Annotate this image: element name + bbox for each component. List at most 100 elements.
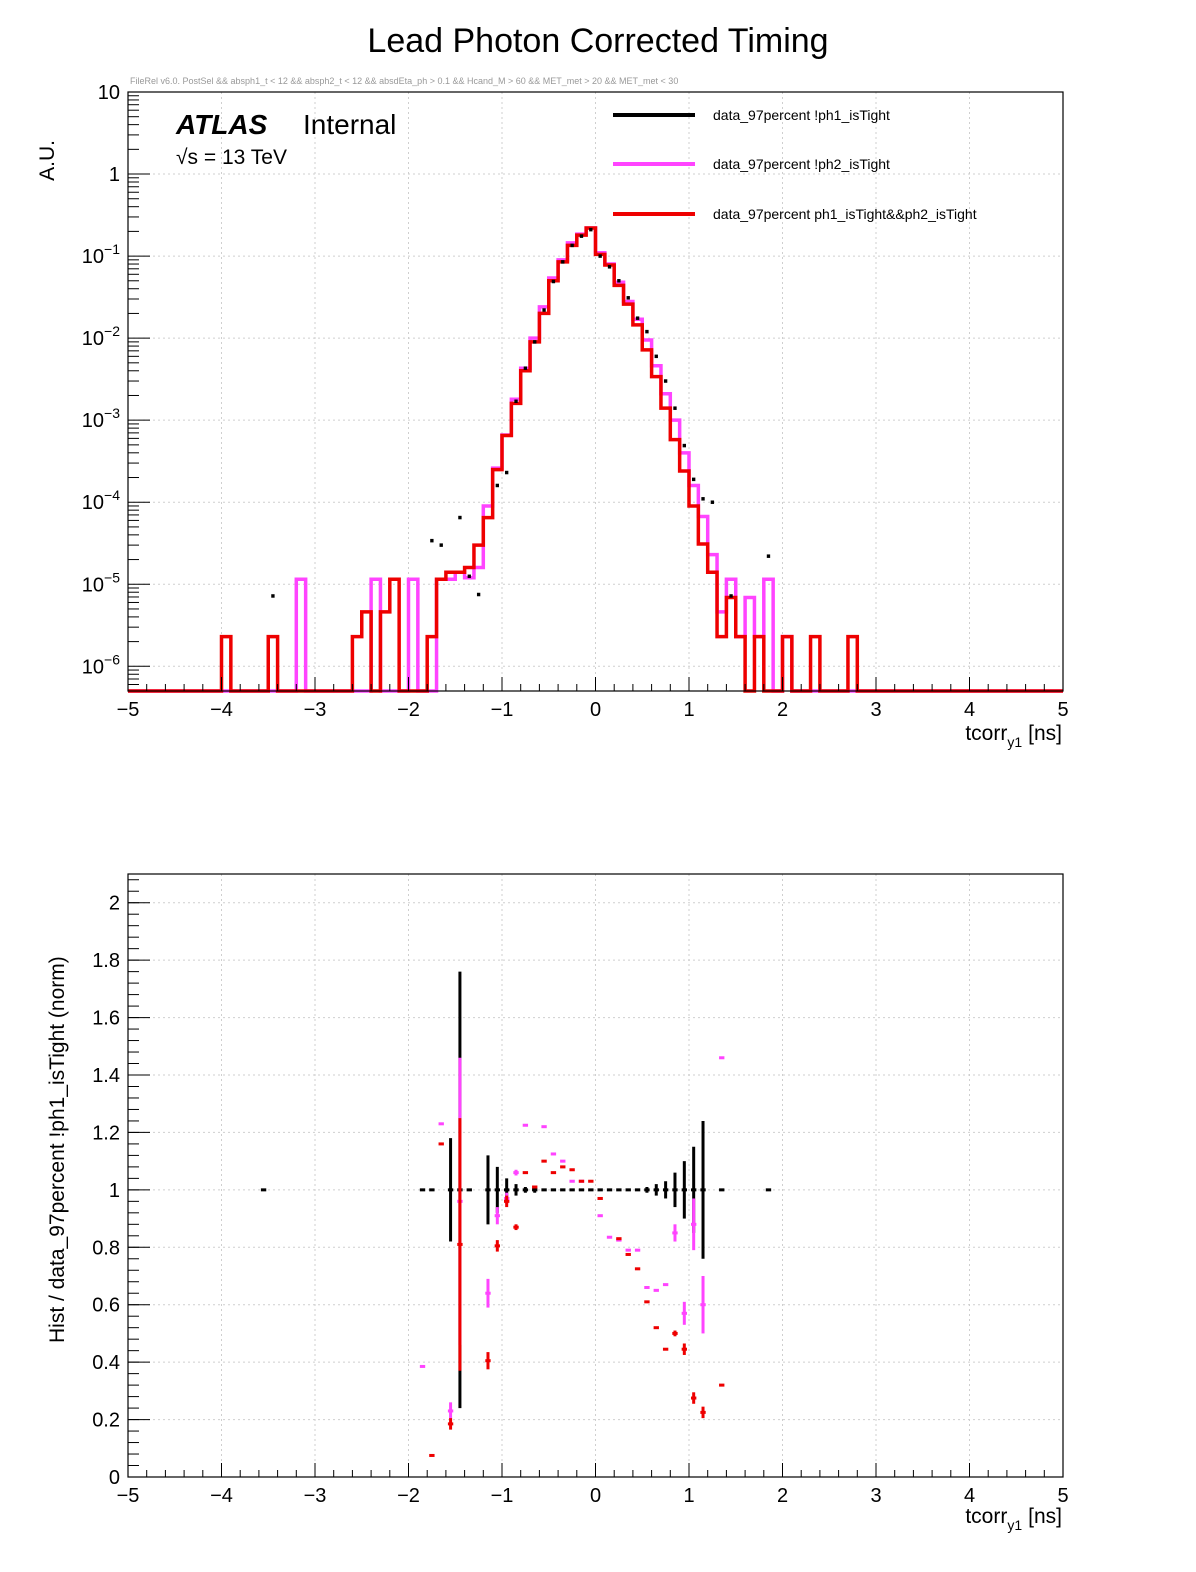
top-axes: −5 −4 −3 −2 −1 0 1 2 3 4 510−610−510−410−310−210−1…: [82, 82, 1069, 721]
top-ytick-base: 10: [82, 656, 104, 678]
top-ytick-label: 10−6: [82, 651, 120, 678]
top-xtick-label: 4: [964, 699, 975, 721]
bottom-ytick-label: 0.8: [92, 1237, 120, 1259]
top-ytick-base: 1: [109, 164, 120, 186]
top-ytick-label: 1: [109, 164, 120, 186]
top-ytick-label: 10−1: [82, 241, 120, 268]
bottom-xtick-label: −5: [117, 1485, 140, 1507]
top-ytick-base: 10: [82, 574, 104, 596]
bottom-ytick-label: 0: [109, 1467, 120, 1489]
ratio-point-red: [672, 1330, 678, 1337]
ratio-point-red: [494, 1240, 500, 1252]
bottom-xtick-label: 5: [1057, 1485, 1068, 1507]
bottom-ytick-label: 0.6: [92, 1295, 120, 1317]
top-xtick-label: −3: [304, 699, 327, 721]
ratio-point-black: [681, 1161, 687, 1219]
top-xlabel-unit: [ns]: [1028, 722, 1062, 745]
top-ytick-exp: −5: [104, 569, 120, 585]
top-ytick-base: 10: [98, 82, 120, 104]
top-xtick-label: 3: [870, 699, 881, 721]
bottom-xtick-label: 1: [683, 1485, 694, 1507]
ratio-point-black: [700, 1120, 706, 1259]
legend-entry-red: data_97percent ph1_isTight&&ph2_isTight: [713, 206, 977, 222]
top-ytick-label: 10−3: [82, 405, 120, 432]
top-xtick-label: −2: [397, 699, 420, 721]
ratio-point-black: [672, 1172, 678, 1208]
bottom-xtick-label: −1: [491, 1485, 514, 1507]
ratio-point-red: [504, 1195, 510, 1208]
legend-entry-black: data_97percent !ph1_isTight: [713, 107, 890, 123]
atlas-status: Internal: [303, 109, 396, 140]
ratio-point-magenta: [681, 1301, 687, 1325]
top-ytick-label: 10−5: [82, 569, 120, 596]
ratio-point-red: [457, 1118, 463, 1371]
ratio-point-magenta: [494, 1207, 500, 1225]
ratio-point-magenta: [700, 1276, 706, 1334]
top-xtick-label: 1: [683, 699, 694, 721]
ratio-point-red: [691, 1392, 697, 1404]
top-ytick-label: 10−4: [82, 487, 120, 514]
energy-label: √s = 13 TeV: [176, 146, 287, 169]
top-ytick-exp: −4: [104, 487, 120, 503]
ratio-point-magenta: [447, 1402, 454, 1420]
top-ytick-base: 10: [82, 410, 104, 432]
bottom-panel: −5 −4 −3 −2 −1 0 1 2 3 4 5 0 0.2 0.4 0.6 0.8 1 1.2 1.4 1.6 1…: [46, 873, 1069, 1533]
ratio-point-black: [653, 1184, 659, 1196]
ratio-point-red: [485, 1352, 491, 1370]
bottom-ytick-label: 0.2: [92, 1410, 120, 1432]
top-grid: [127, 91, 1064, 691]
top-ytick-exp: −2: [104, 323, 120, 339]
bottom-xtick-label: 4: [964, 1485, 975, 1507]
top-xtick-label: 5: [1057, 699, 1068, 721]
bottom-ytick-label: 2: [109, 893, 120, 915]
bottom-xtick-label: −2: [397, 1485, 420, 1507]
top-xtick-label: −5: [117, 699, 140, 721]
bottom-axes: −5 −4 −3 −2 −1 0 1 2 3 4 5 0 0.2 0.4 0.6 0.8 1 1.2 1.4 1.6 1…: [92, 879, 1069, 1507]
ratio-point-magenta: [691, 1198, 697, 1251]
bottom-ytick-label: 1.8: [92, 950, 120, 972]
bottom-ylabel: Hist / data_97percent !ph1_isTight (norm…: [46, 956, 69, 1343]
legend-entry-magenta: data_97percent !ph2_isTight: [713, 156, 890, 172]
ratio-point-magenta: [513, 1169, 519, 1176]
top-ytick-exp: −3: [104, 405, 120, 421]
top-ytick-base: 10: [82, 328, 104, 350]
bottom-xlabel-sub: y1: [1007, 1517, 1022, 1533]
top-frame: [127, 91, 1064, 692]
ratio-point-red: [447, 1418, 454, 1430]
top-ytick-base: 10: [82, 492, 104, 514]
ratio-point-red: [681, 1343, 687, 1355]
bottom-xtick-label: −3: [304, 1485, 327, 1507]
top-xlabel: tcorry1 [ns]: [965, 722, 1062, 750]
ratio-point-black: [644, 1186, 650, 1193]
bottom-xtick-label: −4: [210, 1485, 233, 1507]
top-ylabel: A.U.: [36, 140, 59, 181]
bottom-xtick-label: 0: [590, 1485, 601, 1507]
bottom-ytick-label: 1.2: [92, 1122, 120, 1144]
ratio-point-black: [494, 1166, 500, 1213]
bottom-xtick-label: 2: [777, 1485, 788, 1507]
selection-text: FileRel v6.0. PostSel && absph1_t < 12 &…: [130, 76, 678, 86]
top-xtick-label: 0: [590, 699, 601, 721]
top-xtick-label: −1: [491, 699, 514, 721]
bottom-xlabel-main: tcorr: [965, 1505, 1007, 1528]
ratio-point-black: [522, 1186, 529, 1193]
ratio-point-magenta: [485, 1278, 491, 1308]
ratio-point-black: [662, 1181, 669, 1199]
bottom-ytick-label: 1: [109, 1180, 120, 1202]
top-ytick-label: 10: [98, 82, 120, 104]
top-xtick-label: 2: [777, 699, 788, 721]
top-ytick-base: 10: [82, 246, 104, 268]
top-ytick-exp: −6: [104, 651, 120, 667]
page-title: Lead Photon Corrected Timing: [367, 22, 828, 60]
ratio-point-black: [513, 1184, 519, 1196]
atlas-label: ATLAS: [175, 109, 268, 140]
bottom-ratio-points: [260, 971, 772, 1457]
ratio-point-black: [485, 1155, 491, 1225]
ratio-point-red: [513, 1224, 519, 1231]
bottom-ytick-label: 1.6: [92, 1008, 120, 1030]
bottom-ytick-label: 0.4: [92, 1352, 120, 1374]
bottom-ytick-label: 1.4: [92, 1065, 120, 1087]
top-xlabel-sub: y1: [1007, 734, 1022, 750]
top-ytick-label: 10−2: [82, 323, 120, 350]
